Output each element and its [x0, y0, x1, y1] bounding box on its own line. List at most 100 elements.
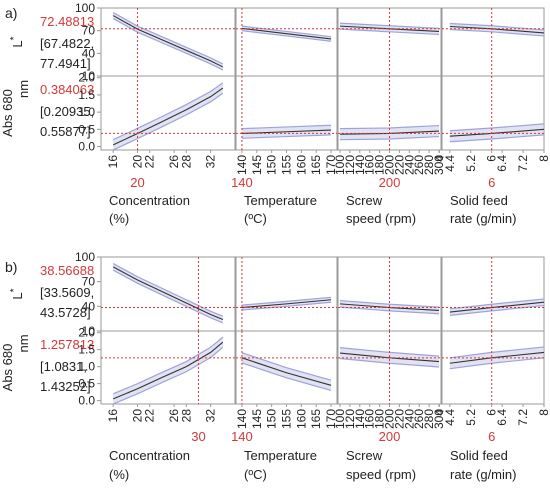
confidence-band [241, 352, 332, 391]
factor-name: Concentration [109, 193, 190, 208]
cell-frame [235, 256, 338, 332]
y-tick-label: 0.5 [78, 122, 95, 136]
x-tick-label: 160 [363, 409, 377, 429]
x-tick-label: 140 [235, 409, 249, 429]
response-name: L [10, 40, 25, 47]
response-axis-label: L* [9, 288, 25, 299]
x-tick-label: 155 [280, 155, 294, 175]
predicted-value: 0.384063 [40, 82, 94, 97]
confidence-lower-line [241, 30, 332, 42]
x-tick-label: 140 [353, 409, 367, 429]
x-tick-label: 220 [392, 155, 406, 175]
factor-current-value: 6 [488, 175, 495, 190]
cell-frame [441, 7, 545, 77]
confidence-band [113, 337, 223, 404]
y-tick-label: 40 [82, 299, 96, 313]
response-row-0: L* 38.56688 [33.5609, 43.5728] 10 40 70 100 [9, 250, 545, 338]
x-tick-label: 150 [265, 155, 279, 175]
x-tick-label: 260 [412, 155, 426, 175]
x-tick-label: 260 [412, 409, 426, 429]
factor-unit: (ºC) [244, 467, 267, 482]
x-tick-label: 26 [167, 155, 181, 169]
factor-current-value: 140 [231, 429, 253, 444]
x-axis-1: 140 145 150 155 160 165 170 140 Temperature (ºC) [231, 404, 338, 482]
profile-cell-3 [441, 256, 545, 332]
cell-frame [235, 75, 338, 151]
y-tick-label: 10 [82, 324, 96, 338]
confidence-upper-line [339, 299, 440, 308]
x-tick-label: 16 [106, 409, 120, 423]
profile-cell-0 [100, 75, 236, 151]
confidence-lower-line [241, 301, 332, 311]
x-axis-1: 140 145 150 155 160 165 170 140 Temperature (ºC) [231, 150, 338, 226]
factor-current-value: 20 [130, 175, 144, 190]
profile-cell-1 [235, 7, 338, 77]
y-tick-label: 70 [82, 275, 96, 289]
panel-label: a) [5, 5, 17, 21]
confidence-upper-line [112, 82, 224, 141]
prediction-line [112, 266, 224, 320]
prediction-line [241, 357, 332, 386]
x-tick-label: 4.4 [443, 155, 457, 172]
x-tick-label: 160 [294, 409, 308, 429]
factor-unit: rate (g/min) [450, 211, 516, 226]
profile-cell-3 [441, 75, 545, 151]
y-tick-label: 40 [82, 46, 96, 60]
factor-unit: (%) [109, 211, 129, 226]
x-tick-label: 26 [167, 409, 181, 423]
prediction-line [112, 341, 224, 400]
x-tick-label: 200 [383, 155, 397, 175]
x-tick-label: 140 [235, 155, 249, 175]
y-tick-label: 100 [75, 1, 95, 15]
response-unit: nm [16, 334, 31, 352]
prediction-line [241, 27, 332, 40]
confidence-lower-line [241, 362, 332, 391]
x-tick-label: 300 [432, 409, 446, 429]
x-axis-3: 44.4 5.2 66.4 7.2 8 6 Solid feed rate (g/min) [432, 404, 550, 482]
profiler-panel-a: a)L*72.48813[67.4822,77.4941]104070100Ab… [0, 1, 550, 226]
factor-name: Screw [346, 193, 383, 208]
x-tick-label: 170 [324, 409, 338, 429]
x-tick-label: 32 [204, 155, 218, 169]
y-tick-label: 2.0 [78, 326, 95, 340]
confidence-upper-line [241, 25, 332, 38]
response-axis-label: L* [9, 36, 25, 47]
factor-name: Temperature [244, 193, 317, 208]
cell-frame [100, 75, 236, 151]
confidence-lower-line [112, 92, 224, 151]
x-tick-label: 16 [106, 155, 120, 169]
profile-cell-1 [235, 75, 338, 151]
x-tick-label: 100 [333, 409, 347, 429]
profile-cell-2 [337, 7, 442, 77]
confidence-lower-line [449, 28, 545, 37]
predicted-value: 38.56688 [40, 263, 94, 278]
response-axis-label: Abs 680 [0, 344, 15, 392]
x-axis-3: 44.4 5.2 66.4 7.2 8 6 Solid feed rate (g/min) [432, 150, 550, 226]
y-tick-label: 0.0 [78, 140, 95, 154]
panel-label: b) [5, 259, 17, 275]
factor-unit: speed (rpm) [346, 467, 416, 482]
x-tick-label: 220 [392, 409, 406, 429]
y-tick-label: 2.0 [78, 71, 95, 85]
x-tick-label: 140 [353, 155, 367, 175]
x-tick-label: 300 [432, 155, 446, 175]
confidence-upper-line [112, 263, 224, 317]
x-tick-label: 165 [309, 409, 323, 429]
profiler-panel-b: b)L*38.56688[33.5609,43.5728]104070100Ab… [0, 250, 550, 482]
confidence-band [113, 12, 223, 70]
x-tick-label: 145 [250, 409, 264, 429]
x-tick-label: 240 [402, 409, 416, 429]
x-tick-label: 160 [363, 155, 377, 175]
x-tick-label: 22 [143, 155, 157, 169]
response-name: L [10, 292, 25, 299]
x-tick-label: 32 [204, 409, 218, 423]
confidence-lower-line [241, 134, 332, 139]
x-tick-label: 28 [179, 409, 193, 423]
confidence-lower-line [112, 18, 224, 71]
